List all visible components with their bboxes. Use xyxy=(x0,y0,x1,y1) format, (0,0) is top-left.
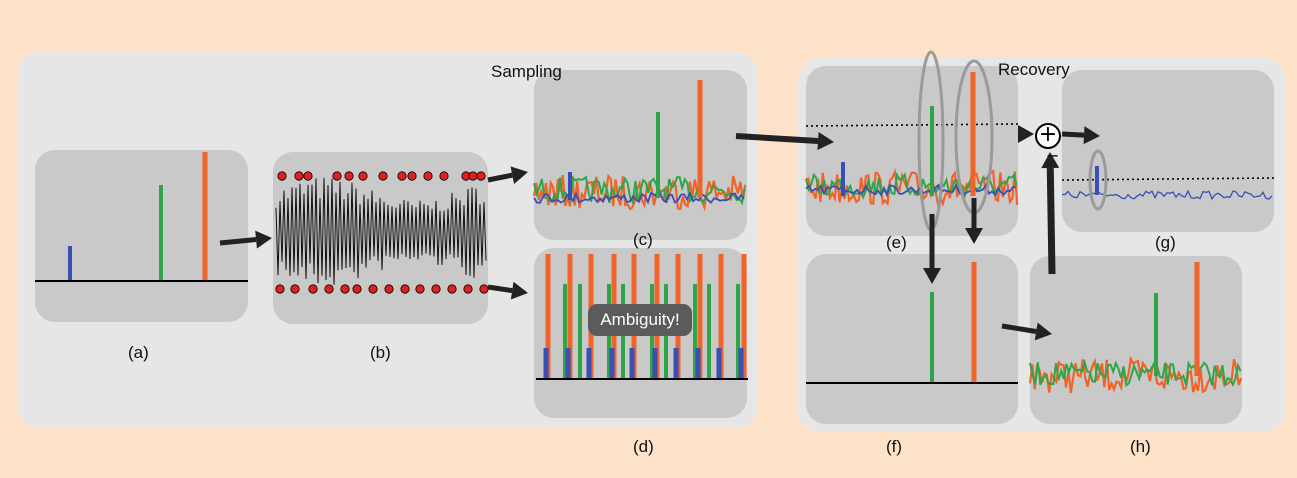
label-b: (b) xyxy=(370,343,391,362)
spectrum-f xyxy=(806,262,1018,384)
arrow-head xyxy=(1034,322,1052,341)
sample-dot xyxy=(294,171,304,181)
recovery-title: Recovery xyxy=(998,60,1070,79)
label-a: (a) xyxy=(128,343,149,362)
sample-dot xyxy=(431,284,441,294)
spectrum-a xyxy=(35,152,248,282)
noise-red-c xyxy=(532,173,747,212)
arrow-head xyxy=(510,281,528,300)
sample-dot xyxy=(439,171,449,181)
panel-b xyxy=(273,152,488,324)
arrow-head xyxy=(965,228,983,244)
sample-dot xyxy=(407,171,417,181)
arrow-shaft xyxy=(487,172,513,183)
threshold-e xyxy=(805,123,1019,127)
label-e: (e) xyxy=(886,233,907,252)
sampling-title: Sampling xyxy=(491,62,562,81)
sample-dot xyxy=(378,171,388,181)
label-h: (h) xyxy=(1130,437,1151,456)
minus-sign: − xyxy=(1046,146,1060,165)
sample-dot xyxy=(290,284,300,294)
sample-dot xyxy=(332,171,342,181)
sample-dot xyxy=(352,284,362,294)
sample-dot xyxy=(358,171,368,181)
spectrum-e xyxy=(805,50,1019,232)
arrow-shaft xyxy=(1001,323,1037,334)
arrow-head xyxy=(1083,126,1100,145)
sample-points xyxy=(275,171,489,294)
ambiguity-badge: Ambiguity! xyxy=(588,304,692,336)
sample-dot xyxy=(423,171,433,181)
panel-c xyxy=(534,70,747,240)
arrow-head xyxy=(1018,125,1034,143)
sample-dot xyxy=(384,284,394,294)
sample-dot xyxy=(476,171,486,181)
sample-dot xyxy=(368,284,378,294)
noise-green-h xyxy=(1029,358,1242,388)
arrow-head xyxy=(923,268,941,284)
detect-ring-blue xyxy=(1088,149,1108,211)
sample-dot xyxy=(463,284,473,294)
sample-dot xyxy=(468,171,478,181)
spectrum-c xyxy=(532,80,747,212)
panel-g xyxy=(1062,70,1274,232)
spectrum-g xyxy=(1061,149,1275,211)
sample-dot xyxy=(340,284,350,294)
arrow-shaft xyxy=(735,133,819,145)
sample-dot xyxy=(324,284,334,294)
panel-f xyxy=(806,254,1018,424)
label-g: (g) xyxy=(1155,233,1176,252)
panel-e xyxy=(806,66,1018,236)
arrow-shaft xyxy=(219,237,257,246)
panel-a xyxy=(35,150,248,322)
sample-dot xyxy=(415,284,425,294)
noise-red-h xyxy=(1028,355,1243,394)
sample-dot xyxy=(400,284,410,294)
arrow-shaft xyxy=(1046,167,1056,275)
arrow-shaft xyxy=(1061,131,1085,138)
label-d: (d) xyxy=(633,437,654,456)
arrow-head xyxy=(1041,152,1060,169)
arrow-head xyxy=(255,230,272,249)
arrows xyxy=(219,125,1100,341)
label-c: (c) xyxy=(633,230,653,249)
sample-dot xyxy=(344,171,354,181)
sample-dot xyxy=(275,284,285,294)
sample-dot xyxy=(447,284,457,294)
panel-h xyxy=(1030,256,1242,424)
arrow-shaft xyxy=(487,284,513,294)
sample-dot xyxy=(308,284,318,294)
sample-dot xyxy=(277,171,287,181)
spectrum-h xyxy=(1028,262,1243,394)
arrow-head xyxy=(817,132,834,151)
plus-sign: + xyxy=(1038,122,1058,147)
sum-node xyxy=(1035,123,1061,149)
sample-dot xyxy=(479,284,489,294)
time-signal xyxy=(275,177,487,285)
label-f: (f) xyxy=(886,437,903,456)
sample-dot xyxy=(397,171,407,181)
arrow-head xyxy=(510,166,528,184)
sample-dot xyxy=(303,171,313,181)
